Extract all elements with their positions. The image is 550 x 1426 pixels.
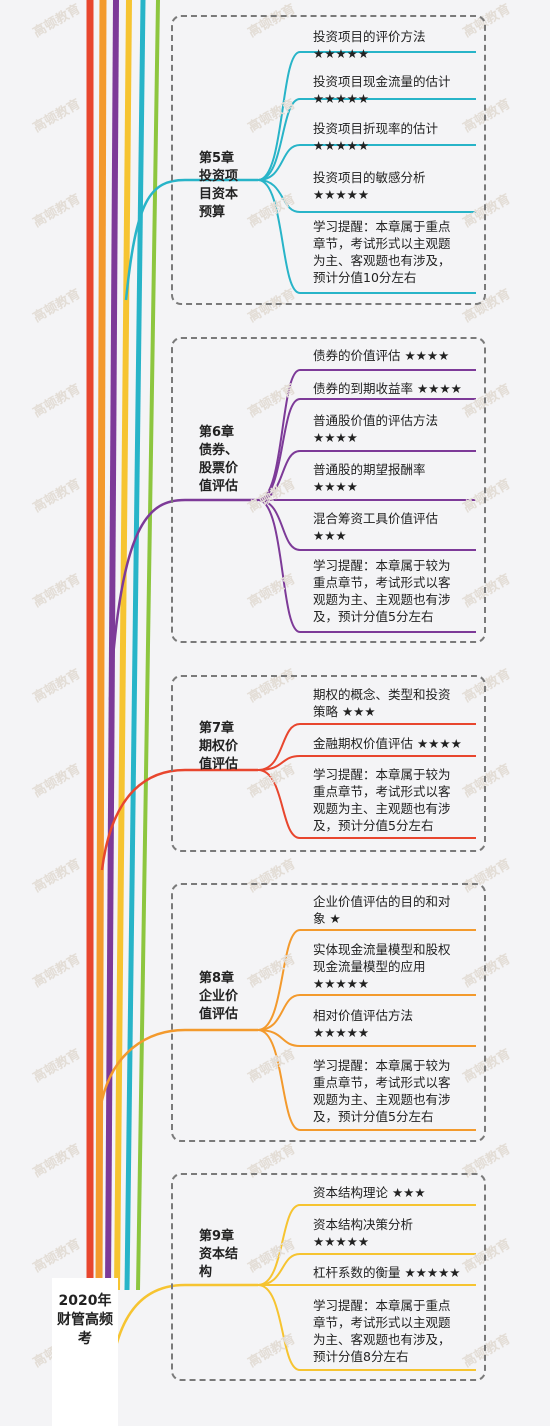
topic-branch bbox=[257, 398, 476, 501]
topic-branch bbox=[257, 450, 476, 501]
study-tip: 学习提醒：本章属于较为 重点章节，考试形式以客 观题为主、主观题也有涉 及，预计… bbox=[313, 767, 451, 833]
chapter-branch bbox=[124, 178, 258, 301]
topic-item: 投资项目的评价方法 ★★★★★ bbox=[313, 29, 426, 61]
chapter-box bbox=[171, 15, 486, 305]
study-tip: 学习提醒：本章属于较为 重点章节，考试形式以客 观题为主、主观题也有涉 及，预计… bbox=[313, 1058, 451, 1124]
chapter-label: 第6章 债券、 股票价 值评估 bbox=[199, 425, 239, 494]
study-tip: 学习提醒：本章属于重点 章节，考试形式以主观题 为主、客观题也有涉及， 预计分值… bbox=[313, 1298, 451, 1364]
chapter-label: 第8章 企业价 值评估 bbox=[199, 971, 239, 1022]
topic-item: 实体现金流量模型和股权 现金流量模型的应用 ★★★★★ bbox=[313, 942, 451, 991]
topic-branch bbox=[257, 1253, 476, 1286]
chapter-branch bbox=[100, 768, 258, 871]
chapter-branch bbox=[108, 498, 258, 701]
topic-item: 企业价值评估的目的和对 象 ★ bbox=[313, 894, 451, 926]
topic-branch bbox=[257, 98, 476, 181]
topic-branch bbox=[257, 144, 476, 181]
chapter-branch bbox=[98, 1028, 258, 1111]
topic-branch bbox=[257, 499, 476, 551]
chapter-box bbox=[171, 1173, 486, 1381]
chapter-box bbox=[171, 883, 486, 1142]
topic-item: 资本结构理论 ★★★ bbox=[313, 1185, 426, 1200]
topic-item: 普通股价值的评估方法 ★★★★ bbox=[313, 413, 439, 445]
topic-branch bbox=[257, 179, 476, 213]
study-tip: 学习提醒：本章属于重点 章节，考试形式以主观题 为主、客观题也有涉及， 预计分值… bbox=[313, 219, 451, 285]
topic-branch bbox=[257, 51, 476, 181]
chapter-label: 第7章 期权价 值评估 bbox=[199, 721, 239, 772]
topic-item: 相对价值评估方法 ★★★★★ bbox=[313, 1008, 414, 1040]
topic-item: 资本结构决策分析 ★★★★★ bbox=[313, 1217, 414, 1249]
topic-item: 混合筹资工具价值评估 ★★★ bbox=[313, 511, 439, 543]
chapter-label: 第5章 投资项 目资本 预算 bbox=[199, 151, 239, 220]
topic-item: 普通股的期望报酬率 ★★★★ bbox=[313, 462, 426, 494]
chapter-box bbox=[171, 337, 486, 643]
topic-branch bbox=[257, 499, 476, 633]
topic-item: 期权的概念、类型和投资 策略 ★★★ bbox=[313, 687, 451, 719]
topic-branch bbox=[257, 994, 476, 1031]
topic-branch bbox=[257, 179, 476, 294]
topic-branch bbox=[257, 1204, 476, 1286]
topic-branch bbox=[257, 929, 476, 1031]
trunk-line bbox=[136, 0, 160, 1291]
topic-branch bbox=[257, 769, 476, 839]
topic-branch bbox=[257, 1029, 476, 1047]
topic-item: 债券的到期收益率 ★★★★ bbox=[313, 381, 462, 396]
topic-item: 投资项目的敏感分析 ★★★★★ bbox=[313, 170, 426, 202]
topic-item: 投资项目现金流量的估计 ★★★★★ bbox=[313, 74, 451, 106]
topic-branch bbox=[257, 1029, 476, 1131]
trunk-line bbox=[105, 0, 119, 1291]
topic-item: 债券的价值评估 ★★★★ bbox=[313, 348, 450, 363]
topic-item: 金融期权价值评估 ★★★★ bbox=[313, 736, 462, 751]
topic-item: 杠杆系数的衡量 ★★★★★ bbox=[313, 1265, 461, 1280]
chapter-box bbox=[171, 675, 486, 852]
trunk-line bbox=[95, 0, 107, 1291]
topic-branch bbox=[257, 723, 476, 771]
study-tip: 学习提醒：本章属于较为 重点章节，考试形式以客 观题为主、主观题也有涉 及，预计… bbox=[313, 558, 451, 624]
chapter-label: 第9章 资本结 构 bbox=[199, 1229, 239, 1280]
topic-branch bbox=[257, 1284, 476, 1371]
topic-branch bbox=[257, 755, 476, 771]
mindmap-title: 2020年财管高频考 bbox=[52, 1278, 118, 1426]
topic-item: 投资项目折现率的估计 ★★★★★ bbox=[313, 121, 439, 153]
trunk-line bbox=[114, 0, 132, 1291]
